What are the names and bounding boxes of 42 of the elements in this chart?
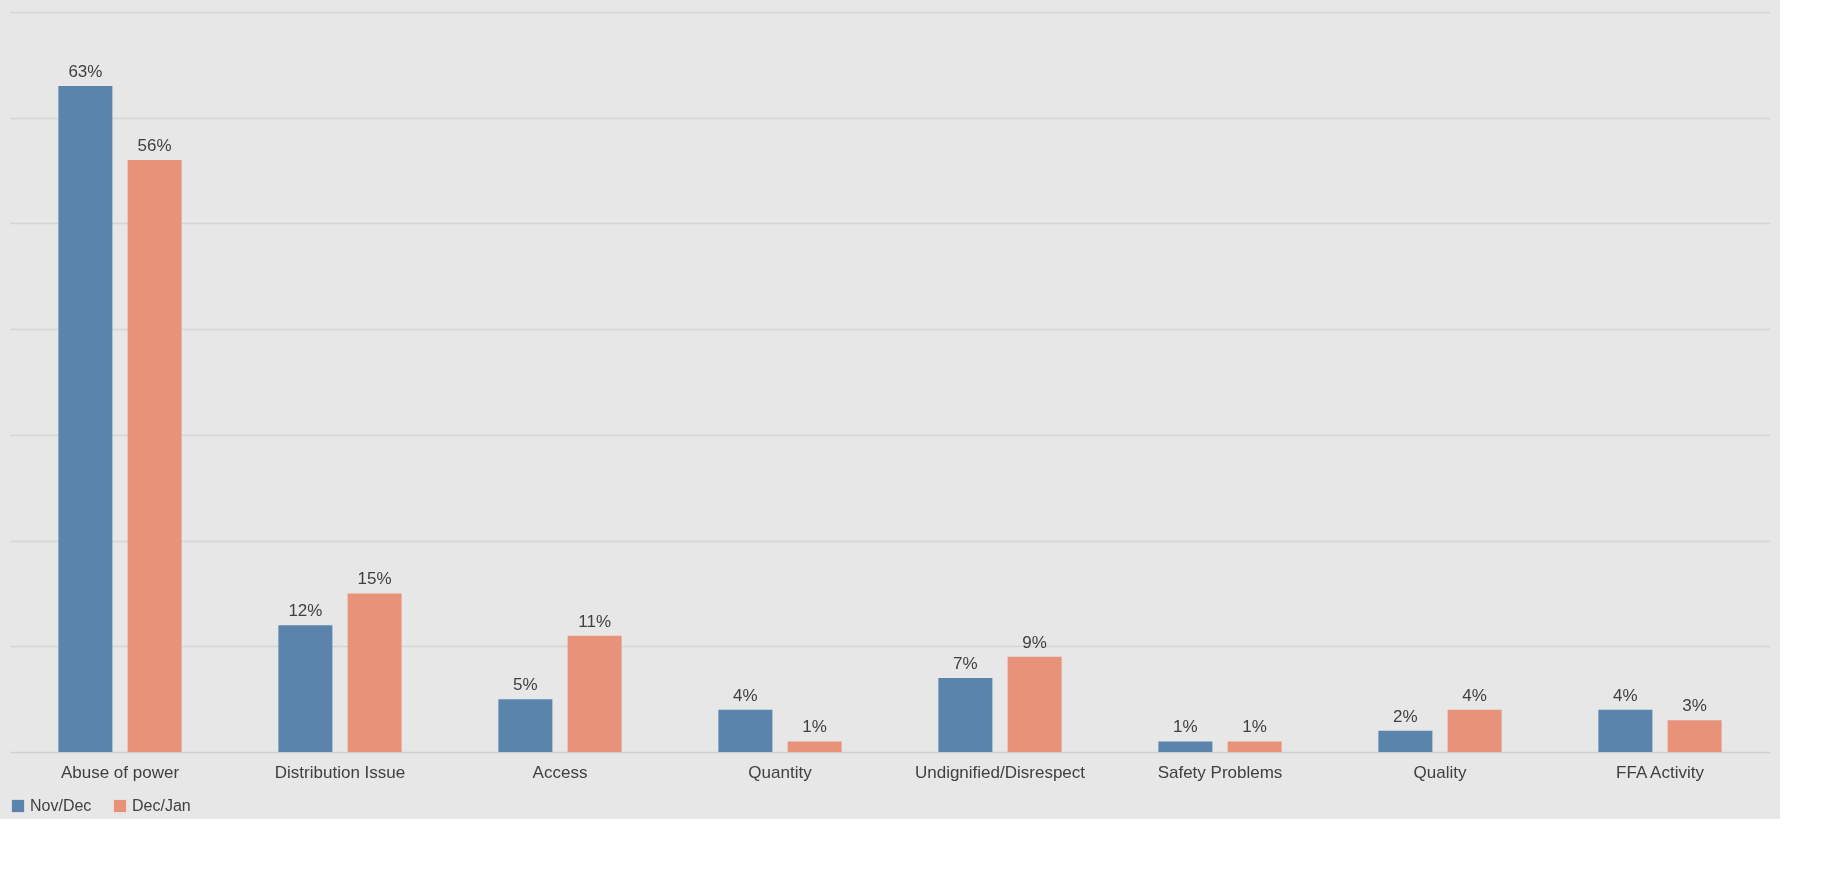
- data-label: 5%: [513, 675, 538, 695]
- bar: [347, 593, 402, 752]
- bar: [1447, 709, 1502, 752]
- data-label: 3%: [1682, 696, 1707, 716]
- bar: [567, 635, 622, 752]
- bar: [938, 678, 993, 752]
- bar: [1378, 730, 1433, 752]
- data-label: 1%: [802, 717, 827, 737]
- data-label: 11%: [578, 611, 611, 631]
- data-label: 12%: [288, 601, 323, 621]
- bar: [1598, 709, 1653, 752]
- data-label: 56%: [137, 136, 172, 155]
- bar: [1158, 741, 1213, 752]
- data-label: 63%: [68, 62, 103, 81]
- bar: [278, 625, 333, 752]
- data-label: 9%: [1022, 632, 1047, 652]
- bar: [1667, 720, 1722, 752]
- bar: [498, 699, 553, 752]
- x-tick-label: Safety Problems: [1157, 762, 1283, 782]
- data-label: 4%: [1462, 685, 1487, 705]
- x-tick-label: Quantity: [748, 762, 813, 782]
- bar: [1227, 741, 1282, 752]
- bar: [1007, 656, 1062, 752]
- bar: [58, 86, 113, 752]
- x-tick-label: Undignified/Disrespect: [914, 762, 1086, 782]
- x-tick-label: Quality: [1413, 762, 1467, 782]
- legend-label: Dec/Jan: [132, 797, 191, 814]
- x-tick-label: Access: [532, 762, 588, 782]
- legend-label: Nov/Dec: [30, 797, 92, 814]
- data-label: 15%: [357, 569, 392, 589]
- bar: [718, 709, 773, 752]
- data-label: 4%: [733, 685, 758, 705]
- data-label: 1%: [1173, 717, 1198, 737]
- x-tick-label: Distribution Issue: [274, 762, 406, 782]
- data-label: 2%: [1393, 706, 1418, 726]
- data-label: 7%: [953, 654, 978, 673]
- data-label: 4%: [1613, 685, 1638, 705]
- x-tick-label: FFA Activity: [1616, 762, 1705, 782]
- x-tick-label: Abuse of power: [60, 762, 180, 782]
- bar: [787, 741, 842, 752]
- data-label: 1%: [1242, 717, 1267, 737]
- bar: [127, 160, 182, 752]
